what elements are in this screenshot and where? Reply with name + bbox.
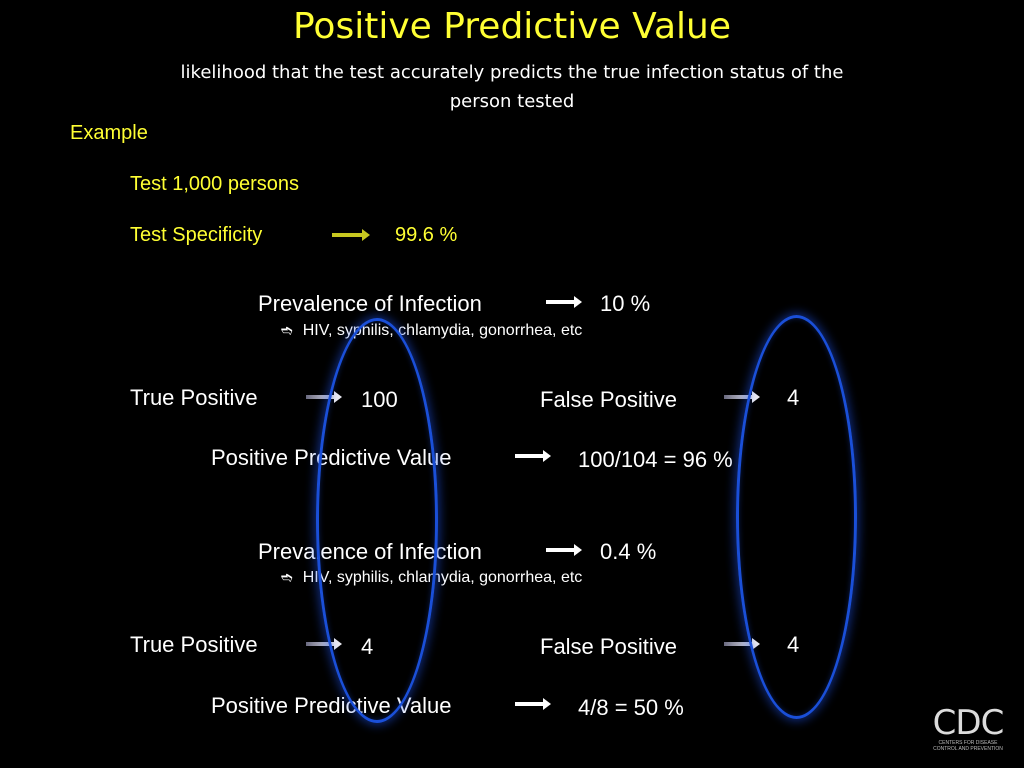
true-positive-arrow-icon-2 bbox=[306, 638, 342, 650]
ppv-value-1: 100/104 = 96 % bbox=[578, 447, 733, 472]
ppv-label-2: Positive Predictive Value bbox=[211, 693, 452, 718]
prevalence-label-2: Prevalence of Infection bbox=[258, 539, 482, 564]
slide-subtitle: likelihood that the test accurately pred… bbox=[0, 58, 1024, 116]
bullet-arrow-icon: ➬ bbox=[281, 569, 293, 585]
disease-list-text-1: HIV, syphilis, chlamydia, gonorrhea, etc bbox=[302, 322, 583, 339]
prevalence-label-1: Prevalence of Infection bbox=[258, 291, 482, 316]
prevalence-arrow-icon-1 bbox=[546, 296, 582, 308]
ppv-arrow-icon-2 bbox=[515, 698, 551, 710]
false-positive-highlight-oval bbox=[736, 315, 857, 719]
false-positive-label-2: False Positive bbox=[540, 634, 677, 659]
false-positive-arrow-icon-2 bbox=[724, 638, 760, 650]
disease-list-1: ➬ HIV, syphilis, chlamydia, gonorrhea, et… bbox=[281, 322, 582, 340]
slide-title: Positive Predictive Value bbox=[293, 6, 731, 47]
cdc-logo-mark: CDC bbox=[932, 703, 1005, 743]
ppv-arrow-icon-1 bbox=[515, 450, 551, 462]
cdc-logo-tagline: CENTERS FOR DISEASE CONTROL AND PREVENTI… bbox=[933, 740, 1003, 752]
false-positive-label-1: False Positive bbox=[540, 387, 677, 412]
subtitle-line-2: person tested bbox=[449, 91, 575, 112]
true-positive-label-1: True Positive bbox=[130, 385, 258, 410]
true-positive-label-2: True Positive bbox=[130, 632, 258, 657]
true-positive-value-1: 100 bbox=[361, 387, 398, 412]
true-positive-arrow-icon-1 bbox=[306, 391, 342, 403]
specificity-value: 99.6 % bbox=[395, 224, 458, 246]
true-positive-highlight-oval bbox=[316, 318, 438, 723]
false-positive-arrow-icon-1 bbox=[724, 391, 760, 403]
bullet-arrow-icon: ➬ bbox=[281, 322, 293, 338]
ppv-label-1: Positive Predictive Value bbox=[211, 445, 452, 470]
prevalence-arrow-icon-2 bbox=[546, 544, 582, 556]
prevalence-value-1: 10 % bbox=[600, 291, 651, 316]
false-positive-value-2: 4 bbox=[787, 632, 800, 657]
cdc-logo: CDC CENTERS FOR DISEASE CONTROL AND PREV… bbox=[928, 706, 1008, 752]
subtitle-line-1: likelihood that the test accurately pred… bbox=[180, 62, 844, 83]
false-positive-value-1: 4 bbox=[787, 385, 800, 410]
true-positive-value-2: 4 bbox=[361, 634, 374, 659]
tested-persons-text: Test 1,000 persons bbox=[130, 173, 299, 195]
specificity-label: Test Specificity bbox=[130, 224, 263, 246]
specificity-arrow-icon bbox=[332, 229, 370, 241]
prevalence-value-2: 0.4 % bbox=[600, 539, 657, 564]
example-heading: Example bbox=[70, 122, 148, 144]
ppv-value-2: 4/8 = 50 % bbox=[578, 695, 684, 720]
disease-list-2: ➬ HIV, syphilis, chlamydia, gonorrhea, et… bbox=[281, 569, 582, 587]
disease-list-text-2: HIV, syphilis, chlamydia, gonorrhea, etc bbox=[302, 569, 583, 586]
